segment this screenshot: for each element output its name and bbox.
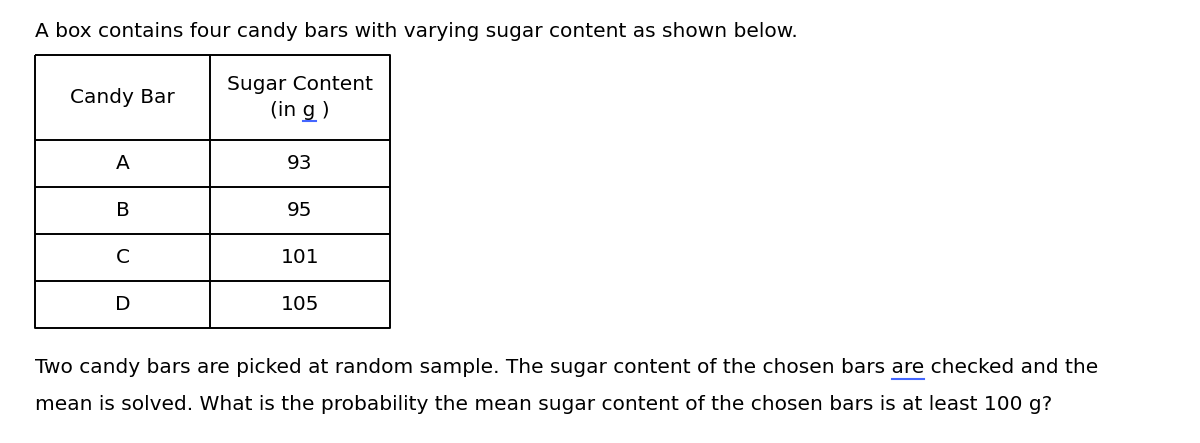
Text: B: B: [115, 201, 130, 220]
Text: Sugar Content: Sugar Content: [227, 75, 373, 94]
Text: Two candy bars are picked at random sample. The sugar content of the chosen bars: Two candy bars are picked at random samp…: [35, 358, 1098, 377]
Text: (in g ): (in g ): [270, 101, 330, 120]
Text: 101: 101: [281, 248, 319, 267]
Text: mean is solved. What is the probability the mean sugar content of the chosen bar: mean is solved. What is the probability …: [35, 395, 1052, 414]
Text: A: A: [115, 154, 130, 173]
Text: 105: 105: [281, 295, 319, 314]
Text: 95: 95: [287, 201, 313, 220]
Text: Candy Bar: Candy Bar: [70, 88, 175, 107]
Text: A box contains four candy bars with varying sugar content as shown below.: A box contains four candy bars with vary…: [35, 22, 798, 41]
Text: D: D: [115, 295, 131, 314]
Text: 93: 93: [287, 154, 313, 173]
Text: C: C: [115, 248, 130, 267]
